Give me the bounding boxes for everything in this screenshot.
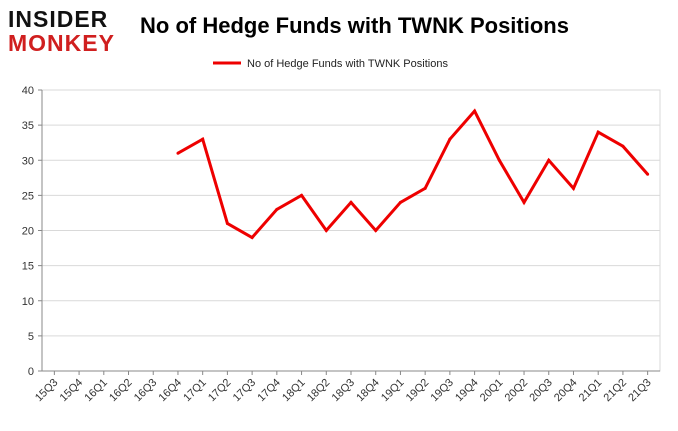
data-point: [250, 236, 254, 240]
data-point: [646, 172, 650, 176]
data-point: [349, 200, 353, 204]
x-tick-label: 16Q3: [132, 377, 160, 405]
data-point: [621, 144, 625, 148]
y-tick-label: 30: [22, 155, 34, 167]
data-point: [596, 130, 600, 134]
x-tick-label: 18Q3: [330, 377, 358, 405]
data-point: [225, 221, 229, 225]
logo-text-monkey: MONKEY: [8, 30, 115, 56]
data-point: [547, 158, 551, 162]
data-point: [275, 207, 279, 211]
y-tick-label: 40: [22, 85, 34, 97]
x-tick-label: 17Q1: [181, 377, 209, 405]
x-tick-label: 15Q4: [58, 377, 86, 405]
series-line: [177, 108, 649, 240]
data-point: [176, 151, 180, 155]
data-point: [497, 158, 501, 162]
x-tick-label: 18Q4: [354, 377, 382, 405]
data-point: [423, 186, 427, 190]
data-point: [522, 200, 526, 204]
y-tick-label: 35: [22, 120, 34, 132]
x-tick-label: 17Q4: [255, 377, 283, 405]
data-point: [300, 193, 304, 197]
x-tick-label: 17Q3: [231, 377, 259, 405]
y-tick-label: 10: [22, 296, 34, 308]
x-tick-label: 17Q2: [206, 377, 234, 405]
x-tick-label: 18Q1: [280, 377, 308, 405]
logo-text-insider: INSIDER: [8, 6, 109, 32]
data-point: [473, 109, 477, 113]
x-tick-label: 16Q4: [157, 377, 185, 405]
data-point: [374, 229, 378, 232]
x-tick-label: 20Q2: [503, 377, 531, 405]
y-tick-label: 25: [22, 190, 34, 202]
x-tick-label: 18Q2: [305, 377, 333, 405]
data-point: [448, 137, 452, 141]
x-tick-label: 20Q1: [478, 377, 506, 405]
x-tick-label: 21Q1: [577, 377, 605, 405]
x-tick-label: 21Q2: [602, 377, 630, 405]
data-point: [571, 186, 575, 190]
data-point: [201, 137, 205, 141]
legend-label: No of Hedge Funds with TWNK Positions: [247, 58, 448, 70]
y-tick-label: 20: [22, 226, 34, 238]
data-point: [398, 200, 402, 204]
x-tick-label: 20Q4: [552, 377, 580, 405]
x-tick-label: 15Q3: [33, 377, 61, 405]
x-tick-label: 16Q2: [107, 377, 135, 405]
y-tick-label: 15: [22, 261, 34, 273]
y-tick-label: 0: [28, 366, 34, 378]
x-tick-label: 16Q1: [82, 377, 110, 405]
y-tick-label: 5: [28, 331, 34, 343]
data-point: [324, 229, 328, 232]
x-tick-label: 19Q4: [453, 377, 481, 405]
x-tick-label: 19Q2: [404, 377, 432, 405]
x-tick-label: 19Q1: [379, 377, 407, 405]
x-tick-label: 19Q3: [428, 377, 456, 405]
insider-monkey-logo: INSIDER MONKEY: [8, 6, 126, 56]
chart-title: No of Hedge Funds with TWNK Positions: [140, 13, 569, 38]
x-tick-label: 21Q3: [626, 377, 654, 405]
x-tick-label: 20Q3: [527, 377, 555, 405]
